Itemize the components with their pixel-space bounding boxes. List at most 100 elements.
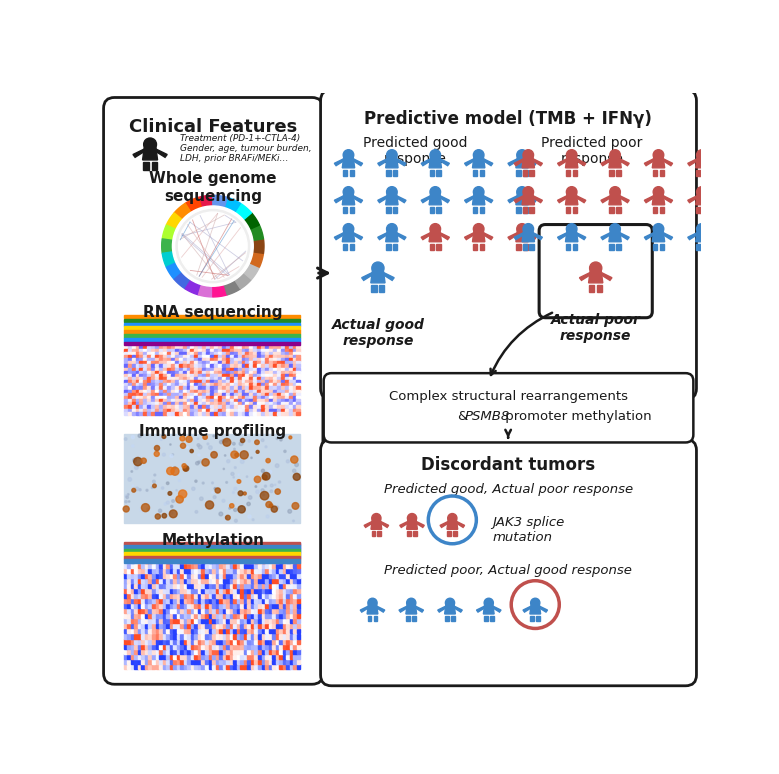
- Bar: [212, 553, 216, 558]
- Bar: [269, 396, 273, 399]
- Bar: [191, 639, 194, 644]
- Bar: [202, 628, 205, 633]
- Polygon shape: [155, 149, 167, 157]
- Bar: [182, 383, 186, 386]
- Bar: [248, 618, 251, 623]
- Bar: [284, 386, 288, 389]
- Bar: [233, 649, 237, 654]
- Bar: [261, 377, 265, 380]
- Bar: [202, 598, 205, 603]
- Bar: [297, 578, 301, 583]
- Bar: [289, 380, 292, 383]
- Bar: [241, 618, 244, 623]
- Bar: [159, 374, 163, 377]
- Bar: [199, 383, 202, 386]
- Bar: [222, 377, 226, 380]
- Polygon shape: [353, 159, 362, 166]
- Bar: [173, 568, 177, 573]
- Bar: [173, 578, 177, 583]
- Circle shape: [293, 474, 300, 481]
- Bar: [230, 543, 233, 548]
- Bar: [218, 389, 222, 392]
- Bar: [195, 588, 198, 593]
- Bar: [195, 345, 198, 348]
- Bar: [238, 361, 241, 365]
- Circle shape: [530, 598, 540, 608]
- Bar: [155, 374, 159, 377]
- Bar: [152, 593, 156, 598]
- Bar: [276, 618, 279, 623]
- Bar: [226, 573, 230, 578]
- Bar: [214, 402, 218, 406]
- Bar: [287, 649, 290, 654]
- Bar: [253, 383, 257, 386]
- Circle shape: [344, 149, 354, 160]
- Bar: [284, 358, 288, 361]
- Polygon shape: [447, 519, 458, 529]
- Circle shape: [227, 460, 230, 463]
- Bar: [226, 608, 230, 613]
- Bar: [209, 608, 212, 613]
- Bar: [124, 628, 127, 633]
- Bar: [152, 624, 156, 628]
- Bar: [152, 603, 156, 608]
- Bar: [131, 614, 134, 618]
- Bar: [249, 409, 253, 412]
- Circle shape: [265, 446, 267, 448]
- Bar: [128, 392, 132, 396]
- Bar: [297, 361, 301, 365]
- Bar: [226, 649, 230, 654]
- Circle shape: [176, 490, 177, 491]
- Bar: [251, 543, 255, 548]
- Bar: [203, 377, 206, 380]
- Bar: [152, 618, 156, 623]
- Bar: [209, 553, 212, 558]
- Bar: [280, 396, 284, 399]
- Bar: [152, 588, 156, 593]
- Bar: [276, 543, 279, 548]
- Bar: [265, 380, 269, 383]
- Text: Predicted good
response: Predicted good response: [363, 136, 467, 166]
- Bar: [223, 634, 226, 639]
- Bar: [219, 639, 223, 644]
- Bar: [195, 618, 198, 623]
- Bar: [127, 659, 131, 664]
- Bar: [287, 553, 290, 558]
- Bar: [218, 399, 222, 402]
- Bar: [234, 396, 238, 399]
- Bar: [280, 402, 284, 406]
- Bar: [203, 383, 206, 386]
- Bar: [222, 396, 226, 399]
- Bar: [245, 352, 249, 355]
- Bar: [283, 654, 286, 659]
- Bar: [269, 355, 273, 358]
- Bar: [210, 409, 214, 412]
- Circle shape: [178, 479, 181, 481]
- Bar: [214, 389, 218, 392]
- Bar: [272, 568, 276, 573]
- Text: Clinical Features: Clinical Features: [129, 118, 297, 135]
- Bar: [152, 548, 156, 553]
- Bar: [209, 614, 212, 618]
- Circle shape: [280, 435, 282, 437]
- Bar: [234, 348, 238, 351]
- Bar: [257, 383, 261, 386]
- Bar: [696, 244, 700, 250]
- Bar: [136, 386, 139, 389]
- Bar: [214, 383, 218, 386]
- Bar: [248, 598, 251, 603]
- Bar: [218, 358, 222, 361]
- Circle shape: [136, 487, 139, 491]
- Bar: [251, 588, 255, 593]
- Bar: [273, 345, 277, 348]
- Bar: [139, 402, 143, 406]
- Bar: [178, 348, 182, 351]
- Bar: [261, 386, 265, 389]
- Bar: [237, 618, 240, 623]
- Bar: [182, 361, 186, 365]
- Bar: [136, 358, 139, 361]
- Bar: [143, 348, 147, 351]
- Bar: [134, 608, 138, 613]
- Bar: [209, 543, 212, 548]
- Bar: [294, 634, 297, 639]
